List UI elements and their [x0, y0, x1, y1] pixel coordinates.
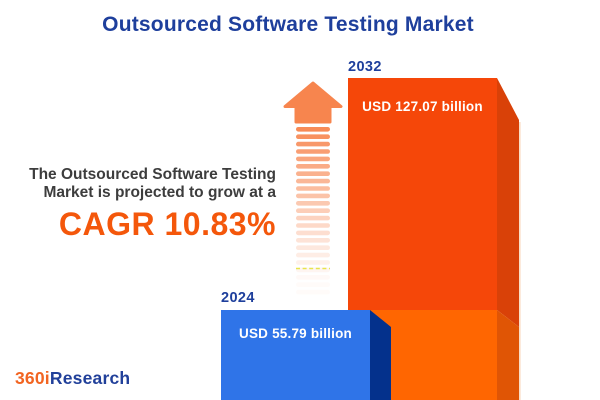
growth-arrow-stripe [296, 201, 330, 206]
bar-2032-side-top [497, 78, 519, 327]
growth-arrow-stripe [296, 290, 330, 295]
bar-2032 [348, 78, 521, 400]
growth-arrow-stripe [296, 156, 330, 162]
growth-arrow-stripe [296, 252, 330, 258]
growth-arrow-stripe [296, 238, 330, 243]
growth-arrow-stripes [296, 127, 330, 295]
bar-2024-side [370, 310, 391, 400]
growth-arrow-stripe [296, 171, 330, 176]
growth-arrow-stripe [296, 208, 330, 213]
growth-arrow-stripe [296, 193, 330, 199]
growth-arrow-stripe [296, 223, 330, 228]
brand-logo: 360iResearch [15, 368, 130, 389]
growth-arrow-stripe [296, 230, 330, 236]
growth-arrow-stripe [296, 164, 330, 169]
intro-line-2: Market is projected to grow at a [43, 184, 276, 201]
bar-2032-front-top [348, 78, 497, 311]
growth-arrow [283, 81, 343, 295]
growth-arrow-stripe [296, 186, 330, 191]
growth-arrow-stripe [296, 178, 330, 184]
bar-2024 [221, 310, 391, 400]
year-label-2032: 2032 [348, 59, 382, 75]
chart-title: Outsourced Software Testing Market [102, 13, 474, 36]
growth-arrow-stripe [296, 141, 330, 147]
cagr-value: CAGR 10.83% [58, 206, 276, 242]
intro-line-1: The Outsourced Software Testing [29, 166, 276, 183]
growth-arrow-stripe [296, 149, 330, 154]
growth-arrow-stripe [296, 134, 330, 139]
growth-arrow-stripe [296, 282, 330, 287]
year-label-2024: 2024 [221, 290, 255, 306]
bar-2032-value-label: USD 127.07 billion [362, 99, 483, 114]
brand-logo-360i: 360i [15, 368, 50, 388]
brand-logo-research: Research [49, 368, 131, 388]
bar-2024-value-label: USD 55.79 billion [239, 326, 352, 341]
growth-arrow-head [283, 81, 343, 124]
growth-arrow-stripe [296, 275, 330, 280]
bar-2024-front [221, 310, 370, 400]
growth-arrow-stripe [296, 245, 330, 250]
growth-arrow-stripe [296, 215, 330, 221]
intro-block: The Outsourced Software Testing Market i… [0, 166, 276, 241]
growth-arrow-stripe [296, 127, 330, 132]
growth-arrow-stripe [296, 260, 330, 265]
bar-2032-side-bottom [497, 310, 519, 400]
